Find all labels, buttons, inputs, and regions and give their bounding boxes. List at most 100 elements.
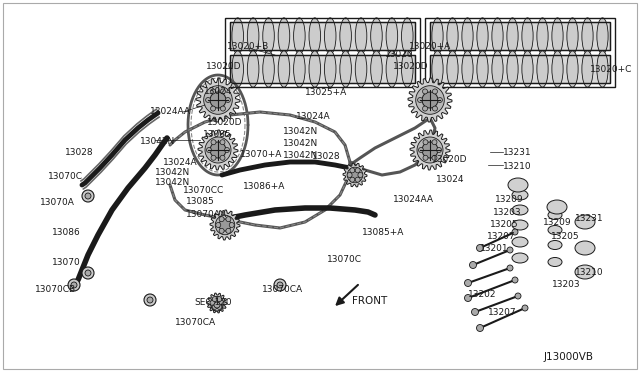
- Circle shape: [205, 97, 211, 103]
- Text: 13024: 13024: [204, 87, 232, 96]
- Ellipse shape: [597, 18, 608, 54]
- Circle shape: [226, 217, 231, 222]
- Ellipse shape: [386, 51, 397, 87]
- Text: 13070C: 13070C: [327, 255, 362, 264]
- Polygon shape: [196, 78, 240, 122]
- Ellipse shape: [548, 211, 562, 219]
- Text: 13042N: 13042N: [283, 151, 318, 160]
- Ellipse shape: [552, 51, 563, 87]
- Ellipse shape: [432, 51, 443, 87]
- Circle shape: [212, 304, 217, 310]
- Ellipse shape: [512, 237, 528, 247]
- Circle shape: [358, 173, 363, 177]
- Text: 13070A: 13070A: [40, 198, 75, 207]
- Ellipse shape: [355, 18, 367, 54]
- Text: J13000VB: J13000VB: [544, 352, 594, 362]
- Circle shape: [211, 89, 216, 94]
- Ellipse shape: [278, 51, 290, 87]
- Circle shape: [85, 270, 91, 276]
- Ellipse shape: [552, 18, 563, 54]
- Text: 13210: 13210: [575, 268, 604, 277]
- Circle shape: [216, 222, 221, 228]
- Circle shape: [507, 247, 513, 253]
- Text: 13231: 13231: [575, 214, 604, 223]
- Circle shape: [220, 155, 225, 160]
- Text: 13042N: 13042N: [283, 127, 318, 136]
- Text: 13070+A: 13070+A: [240, 150, 282, 159]
- Circle shape: [215, 215, 235, 235]
- Ellipse shape: [512, 190, 528, 200]
- Text: 13203: 13203: [552, 280, 580, 289]
- Ellipse shape: [582, 18, 593, 54]
- Circle shape: [71, 282, 77, 288]
- Text: SEC.120: SEC.120: [194, 298, 232, 307]
- Circle shape: [147, 297, 153, 303]
- Text: 13042N: 13042N: [155, 178, 190, 187]
- Text: 13070CA: 13070CA: [175, 318, 216, 327]
- Text: 13070C: 13070C: [48, 172, 83, 181]
- Ellipse shape: [575, 241, 595, 255]
- Circle shape: [211, 106, 216, 111]
- Text: 13042N: 13042N: [140, 137, 175, 146]
- Circle shape: [422, 142, 438, 158]
- Ellipse shape: [512, 205, 528, 215]
- Text: 13210: 13210: [503, 162, 532, 171]
- Ellipse shape: [263, 18, 275, 54]
- Circle shape: [350, 170, 360, 180]
- Circle shape: [355, 168, 360, 173]
- Ellipse shape: [575, 215, 595, 229]
- Text: 13070: 13070: [52, 258, 81, 267]
- Circle shape: [210, 142, 226, 158]
- Ellipse shape: [309, 51, 321, 87]
- Circle shape: [220, 89, 225, 94]
- Text: 13020+A: 13020+A: [409, 42, 451, 51]
- Circle shape: [422, 92, 438, 108]
- Text: 13085+A: 13085+A: [362, 228, 404, 237]
- Text: 13024A: 13024A: [163, 158, 198, 167]
- Circle shape: [417, 137, 443, 163]
- Ellipse shape: [548, 241, 562, 250]
- Circle shape: [355, 177, 360, 182]
- Ellipse shape: [401, 18, 413, 54]
- Text: 13025+A: 13025+A: [305, 88, 348, 97]
- Circle shape: [515, 293, 521, 299]
- Circle shape: [419, 148, 424, 153]
- Polygon shape: [430, 22, 610, 50]
- Ellipse shape: [522, 51, 533, 87]
- Text: 13205: 13205: [490, 220, 518, 229]
- Ellipse shape: [492, 18, 503, 54]
- Polygon shape: [408, 78, 452, 122]
- Ellipse shape: [355, 51, 367, 87]
- Circle shape: [219, 217, 224, 222]
- Ellipse shape: [247, 51, 259, 87]
- Ellipse shape: [371, 18, 382, 54]
- Circle shape: [522, 305, 528, 311]
- Polygon shape: [430, 55, 610, 83]
- Text: 13028: 13028: [65, 148, 93, 157]
- Circle shape: [211, 299, 223, 311]
- Ellipse shape: [371, 51, 382, 87]
- Circle shape: [82, 267, 94, 279]
- Ellipse shape: [548, 257, 562, 266]
- Text: 13020+C: 13020+C: [590, 65, 632, 74]
- Circle shape: [219, 301, 224, 305]
- Circle shape: [212, 296, 217, 302]
- Circle shape: [207, 148, 211, 153]
- Ellipse shape: [294, 18, 305, 54]
- Circle shape: [219, 219, 231, 231]
- Ellipse shape: [232, 51, 243, 87]
- Circle shape: [477, 244, 483, 251]
- Ellipse shape: [537, 18, 548, 54]
- Circle shape: [465, 279, 472, 286]
- Text: 13209: 13209: [543, 218, 572, 227]
- Circle shape: [472, 308, 479, 315]
- Circle shape: [226, 228, 231, 233]
- Text: 13020D: 13020D: [206, 62, 242, 71]
- Circle shape: [68, 279, 80, 291]
- Text: 13203: 13203: [493, 208, 522, 217]
- Circle shape: [225, 148, 230, 153]
- Circle shape: [220, 140, 225, 145]
- Circle shape: [82, 190, 94, 202]
- Ellipse shape: [537, 51, 548, 87]
- Text: 13070CA: 13070CA: [262, 285, 303, 294]
